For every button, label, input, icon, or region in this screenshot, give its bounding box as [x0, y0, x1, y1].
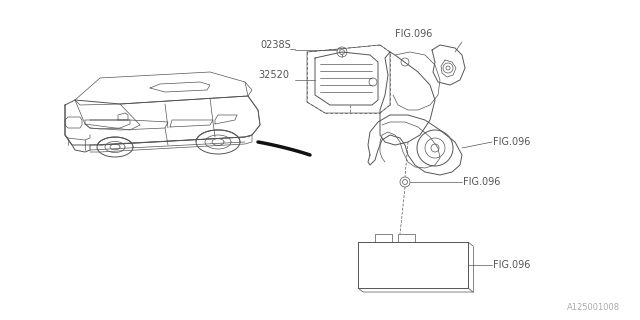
Text: FIG.096: FIG.096 — [395, 29, 433, 39]
Text: 0238S: 0238S — [260, 40, 291, 50]
Text: A125001008: A125001008 — [567, 303, 620, 312]
Text: FIG.096: FIG.096 — [463, 177, 500, 187]
Text: FIG.096: FIG.096 — [493, 137, 531, 147]
Text: FIG.096: FIG.096 — [493, 260, 531, 270]
Text: 32520: 32520 — [258, 70, 289, 80]
